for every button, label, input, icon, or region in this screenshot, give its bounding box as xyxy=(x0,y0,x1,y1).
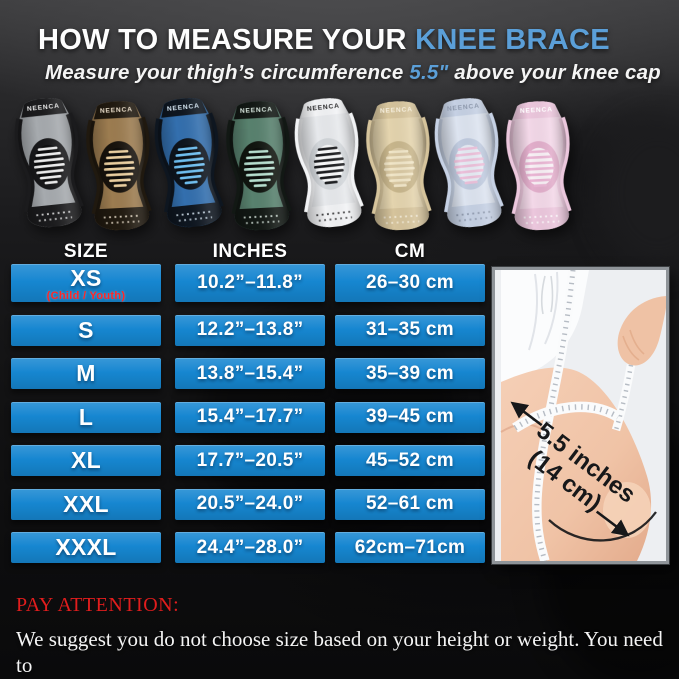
thigh-measurement-illustration: 5.5 inches (14 cm) xyxy=(495,270,666,561)
column-header-size: SIZE xyxy=(63,241,109,262)
knee-brace-illustration: NEENCA xyxy=(14,98,84,228)
column-header-inches: INCHES xyxy=(212,241,288,262)
brand-logo-text: NEENCA xyxy=(167,103,200,113)
brand-logo-text: NEENCA xyxy=(100,106,133,115)
brace-color-row: NEENCA xyxy=(5,92,583,238)
knee-brace-illustration: NEENCA xyxy=(366,101,432,230)
hand-shape xyxy=(617,296,666,366)
subtitle-text: Measure your thigh’s circumference xyxy=(45,61,410,84)
knee-brace-green: NEENCA xyxy=(212,93,307,237)
subtitle-measure-value: 5.5" xyxy=(409,61,449,84)
size-chart-header-row: SIZE INCHES CM xyxy=(11,241,485,262)
title-highlight: KNEE BRACE xyxy=(415,24,610,56)
size-chart-body: XS (Child / Youth) 10.2”–11.8” 26–30 cm … xyxy=(11,264,485,563)
cm-cell: 26–30 cm xyxy=(335,264,485,302)
brand-logo-text: NEENCA xyxy=(447,103,480,113)
knee-brace-beige: NEENCA xyxy=(352,93,447,237)
measurement-photo: 5.5 inches (14 cm) xyxy=(492,267,669,564)
measure-annotation-arrow-down xyxy=(595,510,630,537)
knee-brace-illustration: NEENCA xyxy=(506,101,572,230)
knee-arc xyxy=(548,511,657,542)
inches-cell: 20.5”–24.0” xyxy=(175,488,325,520)
table-row: XXXL 24.4”–28.0” 62cm–71cm xyxy=(11,532,485,563)
cm-cell: 62cm–71cm xyxy=(335,532,485,563)
knee-brace-brown: NEENCA xyxy=(72,93,167,237)
size-cell: XXXL xyxy=(11,532,161,563)
table-row: M 13.8”–15.4” 35–39 cm xyxy=(11,358,485,389)
page-title: HOW TO MEASURE YOUR KNEE BRACE xyxy=(38,24,610,57)
inches-cell: 10.2”–11.8” xyxy=(175,264,325,302)
footer-text: We suggest you do not choose size based … xyxy=(16,626,672,679)
inches-cell: 15.4”–17.7” xyxy=(175,401,325,433)
knee-brace-illustration: NEENCA xyxy=(154,98,224,228)
table-row: XL 17.7”–20.5” 45–52 cm xyxy=(11,445,485,476)
table-row: XXL 20.5”–24.0” 52–61 cm xyxy=(11,488,485,520)
size-label: XS xyxy=(70,264,102,291)
size-cell: M xyxy=(11,358,161,389)
size-cell: XL xyxy=(11,445,161,476)
page-subtitle: Measure your thigh’s circumference 5.5" … xyxy=(45,61,661,85)
knee-brace-illustration: NEENCA xyxy=(86,101,152,230)
size-cell: XXL xyxy=(11,488,161,520)
size-label: M xyxy=(76,360,96,386)
knee-brace-white: NEENCA xyxy=(278,88,380,236)
inches-cell: 12.2”–13.8” xyxy=(175,314,325,346)
knee-brace-illustration: NEENCA xyxy=(226,101,292,230)
pay-attention-heading: PAY ATTENTION: xyxy=(16,594,180,616)
knee-brace-light-blue: NEENCA xyxy=(418,88,520,236)
cm-cell: 45–52 cm xyxy=(335,445,485,476)
table-row: XS (Child / Youth) 10.2”–11.8” 26–30 cm xyxy=(11,264,485,302)
cm-cell: 31–35 cm xyxy=(335,314,485,346)
size-cell: XS (Child / Youth) xyxy=(11,264,161,302)
knee-brace-illustration: NEENCA xyxy=(294,98,364,228)
table-row: S 12.2”–13.8” 31–35 cm xyxy=(11,314,485,346)
size-cell: S xyxy=(11,314,161,346)
subtitle-text-end: above your knee cap xyxy=(448,61,661,84)
brand-logo-text: NEENCA xyxy=(307,103,340,113)
size-label: S xyxy=(78,316,94,343)
inches-cell: 24.4”–28.0” xyxy=(175,532,325,563)
inches-cell: 17.7”–20.5” xyxy=(175,445,325,476)
brand-logo-text: NEENCA xyxy=(27,103,60,113)
size-label: XXL xyxy=(63,490,109,517)
cm-cell: 39–45 cm xyxy=(335,401,485,433)
knee-brace-gray: NEENCA xyxy=(0,88,100,236)
knee-brace-pink: NEENCA xyxy=(492,93,587,237)
brand-logo-text: NEENCA xyxy=(240,106,273,115)
background-blur-shape xyxy=(598,118,679,268)
size-label: L xyxy=(78,403,94,430)
cm-cell: 35–39 cm xyxy=(335,358,485,389)
column-header-cm: CM xyxy=(394,241,426,262)
cm-cell: 52–61 cm xyxy=(335,488,485,520)
footer-text-segment: We suggest you do not choose size based … xyxy=(16,627,663,677)
inches-cell: 13.8”–15.4” xyxy=(175,358,325,389)
size-note: (Child / Youth) xyxy=(46,289,126,302)
size-cell: L xyxy=(11,401,161,433)
measure-annotation-arrow-up xyxy=(510,401,543,427)
knee-brace-illustration: NEENCA xyxy=(434,98,504,228)
brand-logo-text: NEENCA xyxy=(380,106,413,115)
footer-text-line: We suggest you do not choose size based … xyxy=(16,626,672,678)
size-label: XL xyxy=(71,447,101,473)
size-chart-table: SIZE INCHES CM XS (Child / Youth) 10.2”–… xyxy=(11,241,485,576)
size-label: XXXL xyxy=(55,534,117,560)
tape-measure xyxy=(512,270,636,561)
brand-logo-text: NEENCA xyxy=(520,106,553,115)
knee-brace-blue: NEENCA xyxy=(138,88,240,236)
table-row: L 15.4”–17.7” 39–45 cm xyxy=(11,401,485,433)
title-text: HOW TO MEASURE YOUR xyxy=(38,24,416,56)
